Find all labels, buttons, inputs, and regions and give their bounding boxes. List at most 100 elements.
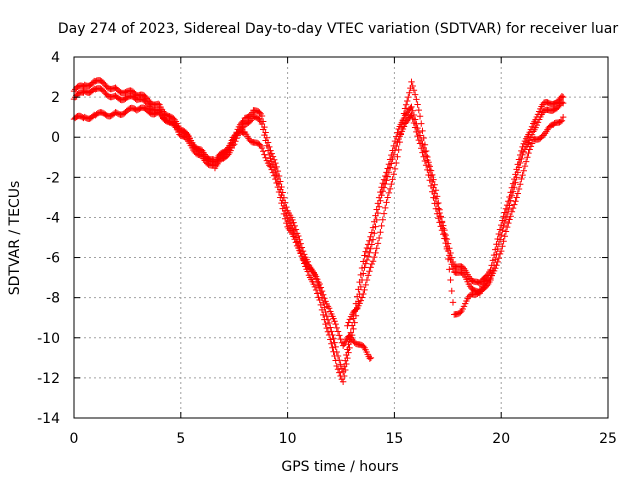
data-point [312, 286, 320, 294]
data-point [444, 255, 452, 263]
data-point [385, 169, 393, 176]
data-point [394, 129, 401, 136]
data-point [379, 188, 387, 195]
data-point [382, 204, 389, 212]
data-point [409, 82, 416, 90]
data-point [410, 86, 418, 94]
data-point [418, 145, 425, 152]
data-point [377, 197, 384, 204]
data-point [512, 197, 519, 205]
data-point [413, 96, 420, 103]
data-point [505, 206, 512, 214]
data-point [320, 291, 327, 298]
data-point [535, 116, 543, 123]
data-point [496, 236, 504, 243]
data-point [371, 253, 378, 261]
data-point [388, 180, 395, 188]
data-point [395, 135, 402, 143]
y-tick-label: -12 [37, 371, 60, 387]
data-point [430, 194, 437, 201]
data-point [373, 245, 380, 252]
data-point [364, 253, 372, 260]
data-point [314, 290, 321, 297]
data-point [421, 141, 429, 148]
data-point [368, 241, 376, 248]
data-point [280, 210, 288, 218]
data-point [401, 105, 409, 112]
y-tick-label: -14 [37, 411, 60, 427]
data-point [339, 378, 347, 385]
data-point [375, 234, 383, 242]
data-point [449, 299, 457, 306]
data-point [270, 172, 278, 179]
data-point [366, 249, 373, 256]
data-point [390, 151, 397, 158]
y-tick-label: -10 [37, 331, 60, 347]
data-point [330, 348, 337, 355]
data-point [513, 194, 520, 201]
x-tick-label: 20 [492, 431, 510, 447]
data-point [528, 140, 536, 147]
data-point [333, 324, 340, 332]
data-point [373, 216, 380, 224]
data-point [362, 260, 369, 267]
data-point [429, 171, 436, 179]
data-point [384, 194, 391, 201]
data-point [263, 142, 271, 149]
data-point [267, 155, 274, 162]
data-point [269, 169, 277, 176]
data-point [420, 134, 427, 142]
data-point [375, 203, 383, 210]
data-point [402, 101, 410, 108]
data-point [410, 119, 418, 127]
data-point [526, 146, 533, 153]
data-point [408, 78, 415, 86]
data-point [323, 324, 330, 332]
data-point [397, 131, 405, 138]
data-point [442, 235, 449, 242]
data-point [511, 201, 518, 208]
y-tick-label: 2 [51, 90, 60, 106]
data-point [379, 216, 387, 223]
data-point [495, 254, 503, 262]
data-point [378, 192, 385, 199]
data-point [321, 316, 328, 323]
data-point [394, 153, 401, 160]
data-point [500, 222, 507, 230]
data-point [275, 188, 283, 196]
data-point [334, 366, 342, 373]
data-point [323, 312, 330, 320]
data-point [290, 233, 297, 240]
data-point [383, 177, 390, 184]
data-point [154, 100, 162, 107]
data-point [231, 141, 238, 148]
data-point [369, 258, 377, 265]
data-point [432, 205, 440, 212]
data-point [400, 110, 408, 117]
data-point [171, 120, 178, 127]
data-point [346, 344, 353, 352]
data-point [310, 280, 317, 288]
data-point [267, 163, 274, 170]
data-point [330, 335, 337, 342]
x-tick-label: 5 [176, 431, 185, 447]
data-point [448, 287, 455, 295]
data-point [322, 320, 329, 328]
data-point [360, 270, 367, 277]
data-point [416, 140, 424, 147]
data-point [447, 276, 454, 284]
data-point [232, 138, 239, 145]
plot-frame [73, 56, 609, 419]
data-point [380, 184, 388, 191]
data-point [446, 252, 453, 259]
data-point [505, 219, 512, 227]
data-point [368, 260, 376, 268]
data-point [324, 328, 332, 335]
data-point [408, 111, 415, 119]
data-point [427, 167, 435, 174]
data-point [337, 361, 344, 368]
data-point [369, 236, 377, 243]
data-point [424, 153, 431, 161]
data-point [389, 155, 396, 163]
